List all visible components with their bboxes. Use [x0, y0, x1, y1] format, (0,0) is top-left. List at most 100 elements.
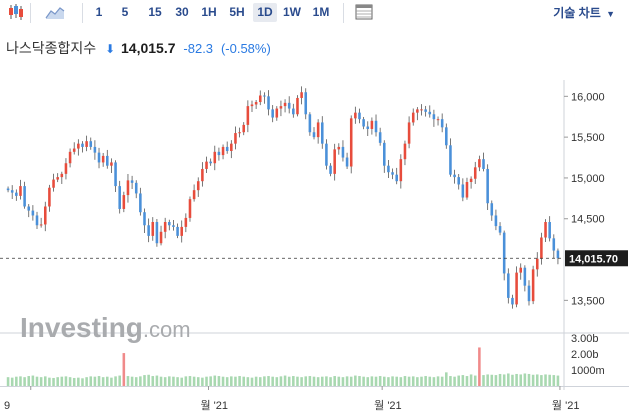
- candle-body: [523, 267, 527, 286]
- candle-body: [35, 215, 39, 226]
- timeframe-1-button[interactable]: 1: [95, 5, 103, 19]
- volume-bar: [60, 376, 64, 386]
- timeframe-15-button[interactable]: 15: [148, 5, 162, 19]
- volume-bar: [48, 377, 51, 386]
- price-chart[interactable]: Investing.com 16,000 15,500 15,000 14,500 13,…: [0, 80, 629, 415]
- candle-body: [143, 212, 146, 226]
- timeframe-1d-button[interactable]: 1D: [253, 3, 277, 22]
- volume-bar: [81, 378, 84, 386]
- timeframe-1h-button[interactable]: 1H: [201, 5, 217, 19]
- volume-bar: [391, 376, 394, 386]
- candle-body: [72, 148, 76, 152]
- toolbar-separator: [30, 3, 31, 23]
- volume-bar: [106, 376, 109, 386]
- timeframe-1w-button[interactable]: 1W: [283, 5, 301, 19]
- volume-bar: [341, 377, 345, 386]
- table-icon[interactable]: [354, 2, 374, 22]
- volume-bar: [184, 376, 188, 386]
- candle-body: [296, 97, 299, 115]
- candle-body: [345, 157, 349, 167]
- candle-body: [213, 151, 217, 164]
- candle-body: [432, 114, 436, 120]
- candle-body: [358, 112, 361, 120]
- candle-body: [383, 142, 386, 166]
- candle-body: [155, 222, 159, 244]
- volume-bar: [242, 376, 246, 386]
- candle-body: [478, 159, 481, 168]
- volume-bar: [225, 377, 229, 386]
- quote-header: 나스닥종합지수 ⬇ 14,015.7 -82.3 (-0.58%): [6, 38, 271, 58]
- volume-bar: [494, 375, 498, 386]
- candle-body: [428, 111, 432, 115]
- volume-bar: [544, 374, 547, 386]
- volume-bar: [349, 376, 353, 386]
- candlestick-icon[interactable]: [6, 2, 26, 22]
- volume-bar: [64, 376, 68, 386]
- candle-body: [151, 222, 155, 236]
- candle-body: [130, 180, 134, 183]
- volume-bar: [416, 377, 419, 386]
- volume-bar: [205, 376, 208, 386]
- candle-body: [56, 177, 59, 180]
- candle-body: [457, 177, 460, 185]
- volume-bar: [85, 377, 88, 386]
- candle-body: [234, 133, 237, 144]
- candle-body: [147, 225, 150, 236]
- volume-bar: [292, 376, 295, 386]
- volume-bar: [122, 353, 126, 386]
- volume-bar: [378, 376, 382, 386]
- candle-body: [378, 132, 382, 143]
- y-tick-label: 16,000: [571, 91, 605, 103]
- candle-body: [507, 273, 510, 298]
- candle-body: [407, 122, 411, 144]
- candle-body: [31, 210, 35, 216]
- x-tick-label: 9: [4, 400, 10, 412]
- volume-bar: [68, 377, 72, 386]
- volume-bar: [151, 376, 155, 386]
- volume-bar: [296, 376, 299, 386]
- candle-body: [114, 162, 117, 187]
- candle-body: [490, 203, 494, 216]
- volume-bar: [308, 376, 312, 386]
- volume-bar: [163, 377, 167, 386]
- candle-body: [453, 174, 456, 178]
- candle-body: [527, 285, 531, 302]
- candle-body: [217, 151, 221, 156]
- candle-body: [494, 215, 498, 227]
- volume-bar: [387, 377, 390, 386]
- timeframe-1m-button[interactable]: 1M: [312, 5, 330, 19]
- timeframe-5-button[interactable]: 5: [121, 5, 129, 19]
- candle-body: [192, 190, 196, 200]
- volume-bar: [312, 376, 316, 386]
- volume-bar: [511, 374, 514, 386]
- volume-bar: [246, 377, 250, 386]
- last-price-badge: [565, 250, 628, 267]
- price-change: -82.3: [183, 41, 214, 56]
- candle-body: [85, 141, 88, 147]
- candle-body: [544, 222, 547, 238]
- candle-body: [308, 114, 312, 133]
- candle-body: [333, 149, 336, 174]
- volume-bar: [196, 377, 200, 386]
- volume-bar: [395, 376, 398, 386]
- candle-body: [52, 179, 55, 188]
- candle-body: [440, 119, 444, 128]
- volume-bar: [19, 376, 22, 386]
- area-chart-icon[interactable]: [44, 2, 66, 22]
- timeframe-5h-button[interactable]: 5H: [229, 5, 245, 19]
- tech-chart-link[interactable]: 기술 차트 ▼: [553, 6, 615, 20]
- volume-bar: [6, 377, 10, 386]
- volume-bar: [27, 376, 31, 386]
- volume-bar: [457, 375, 460, 386]
- volume-bar: [552, 375, 556, 386]
- last-price-label: 14,015.70: [569, 253, 618, 265]
- volume-tick-label: 1000m: [571, 365, 605, 377]
- volume-bar: [362, 376, 365, 386]
- candle-body: [387, 165, 390, 173]
- candle-body: [271, 109, 274, 118]
- timeframe-30-button[interactable]: 30: [175, 5, 189, 19]
- candle-body: [242, 124, 246, 133]
- volume-bar: [478, 347, 481, 386]
- candle-body: [304, 92, 308, 115]
- volume-bar: [130, 376, 134, 386]
